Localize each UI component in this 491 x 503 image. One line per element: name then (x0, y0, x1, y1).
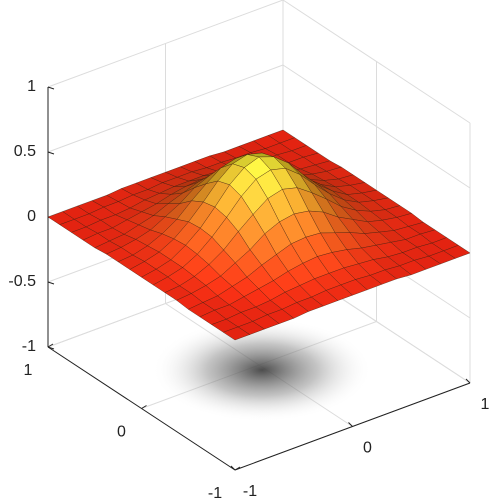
z-tick (47, 281, 55, 285)
grid-line (282, 0, 471, 124)
z-tick (47, 346, 55, 350)
y-tick-label: 1 (24, 362, 33, 379)
x-tick (230, 465, 236, 471)
y-tick (234, 466, 241, 471)
x-tick (348, 422, 353, 427)
z-tick-label: -1 (22, 338, 36, 355)
surface (47, 129, 471, 341)
y-tick-label: -1 (208, 485, 222, 502)
z-tick-label: 0 (27, 208, 36, 225)
x-tick-label: -1 (243, 483, 257, 500)
surface-patch (222, 326, 251, 341)
floor-shadow (152, 318, 372, 422)
grid-line (47, 0, 284, 88)
grid-line (282, 64, 471, 189)
y-tick-label: 0 (117, 424, 126, 441)
z-tick-label: 1 (27, 78, 36, 95)
tick-labels: -1 -0.5 0 0.5 1 -1 0 1 -1 0 1 (8, 78, 489, 502)
x-tick-label: 0 (363, 440, 372, 457)
x-tick-label: 1 (481, 396, 490, 413)
z-tick-label: -0.5 (8, 273, 36, 290)
z-tick (47, 86, 55, 90)
y-tick (141, 405, 147, 409)
z-tick-label: 0.5 (14, 143, 36, 160)
z-tick (47, 151, 55, 155)
grid-line (47, 64, 284, 153)
x-tick (465, 378, 471, 384)
y-tick (47, 343, 54, 348)
